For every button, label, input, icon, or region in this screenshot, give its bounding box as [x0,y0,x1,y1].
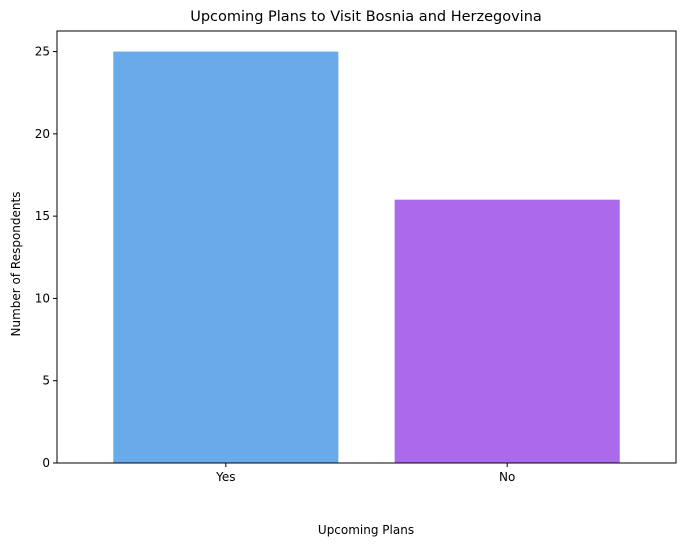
x-tick-label: No [499,470,515,484]
x-axis: Yes No [215,463,515,484]
x-tick-label: Yes [215,470,235,484]
y-axis: 0 5 10 15 20 25 [35,45,57,470]
bar-yes [113,51,339,463]
plot-area [113,51,620,463]
y-tick-label: 25 [35,45,50,59]
x-axis-label: Upcoming Plans [318,523,414,537]
y-tick-label: 0 [42,456,50,470]
y-tick-label: 15 [35,209,50,223]
y-tick-label: 20 [35,127,50,141]
chart-title: Upcoming Plans to Visit Bosnia and Herze… [190,9,542,25]
plot-frame [56,30,677,464]
y-tick-label: 10 [35,291,50,305]
y-tick-label: 5 [42,374,50,388]
y-axis-label: Number of Respondents [9,192,23,337]
bar-no [394,199,620,463]
